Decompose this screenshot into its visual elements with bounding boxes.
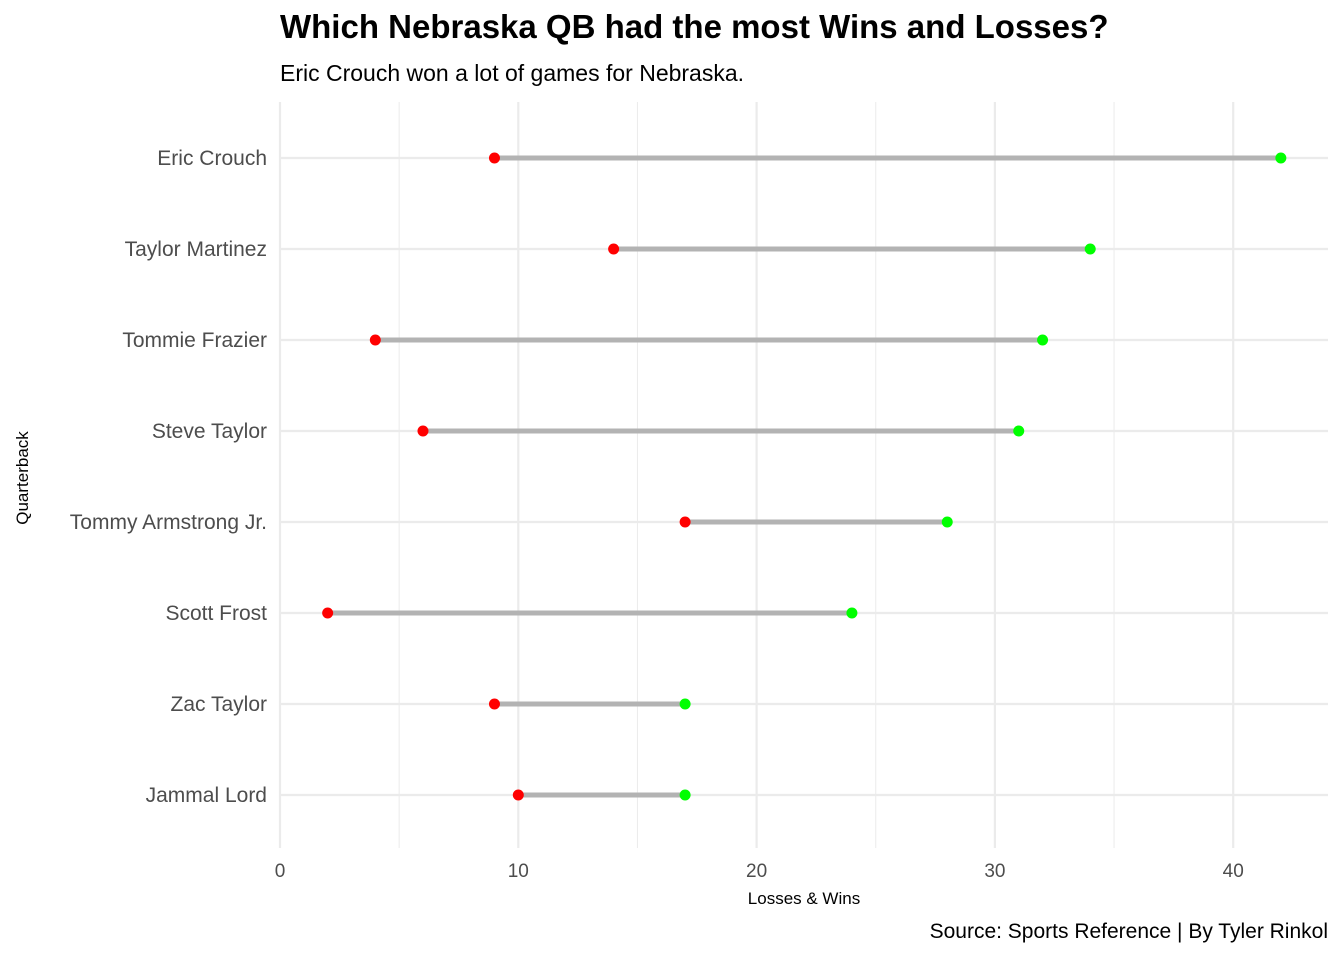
y-tick-label: Tommy Armstrong Jr. [70, 511, 267, 534]
losses-point [322, 607, 334, 619]
y-axis-title: Quarterback [13, 431, 32, 525]
y-tick-label: Tommie Frazier [122, 329, 267, 352]
x-tick-label: 10 [508, 861, 529, 882]
y-tick-label: Steve Taylor [152, 420, 267, 443]
y-tick-label: Eric Crouch [157, 147, 267, 170]
losses-point [512, 789, 524, 801]
x-tick-labels: 0 10 20 30 40 [275, 861, 1244, 882]
chart-caption: Source: Sports Reference | By Tyler Rink… [929, 920, 1328, 943]
losses-point [417, 425, 429, 437]
wins-point [1084, 243, 1096, 255]
chart-title: Which Nebraska QB had the most Wins and … [280, 8, 1109, 45]
wins-point [1275, 152, 1287, 164]
losses-point [488, 152, 500, 164]
losses-point [608, 243, 620, 255]
x-tick-label: 0 [275, 861, 286, 882]
x-tick-label: 30 [984, 861, 1005, 882]
wins-point [679, 789, 691, 801]
y-tick-label: Zac Taylor [171, 693, 267, 716]
wins-point [1013, 425, 1025, 437]
wins-point [1037, 334, 1049, 346]
x-tick-label: 40 [1223, 861, 1244, 882]
wins-point [679, 698, 691, 710]
grid-lines [278, 102, 1328, 848]
chart-marks [322, 152, 1287, 801]
x-tick-label: 20 [746, 861, 767, 882]
wins-point [941, 516, 953, 528]
losses-point [679, 516, 691, 528]
x-axis-title: Losses & Wins [748, 889, 860, 908]
chart-subtitle: Eric Crouch won a lot of games for Nebra… [280, 60, 745, 86]
y-tick-label: Taylor Martinez [125, 238, 267, 261]
wins-point [846, 607, 858, 619]
y-tick-label: Scott Frost [165, 602, 267, 625]
y-tick-label: Jammal Lord [146, 784, 267, 807]
y-tick-labels: Eric Crouch Taylor Martinez Tommie Frazier… [70, 147, 267, 807]
losses-point [369, 334, 381, 346]
losses-point [488, 698, 500, 710]
